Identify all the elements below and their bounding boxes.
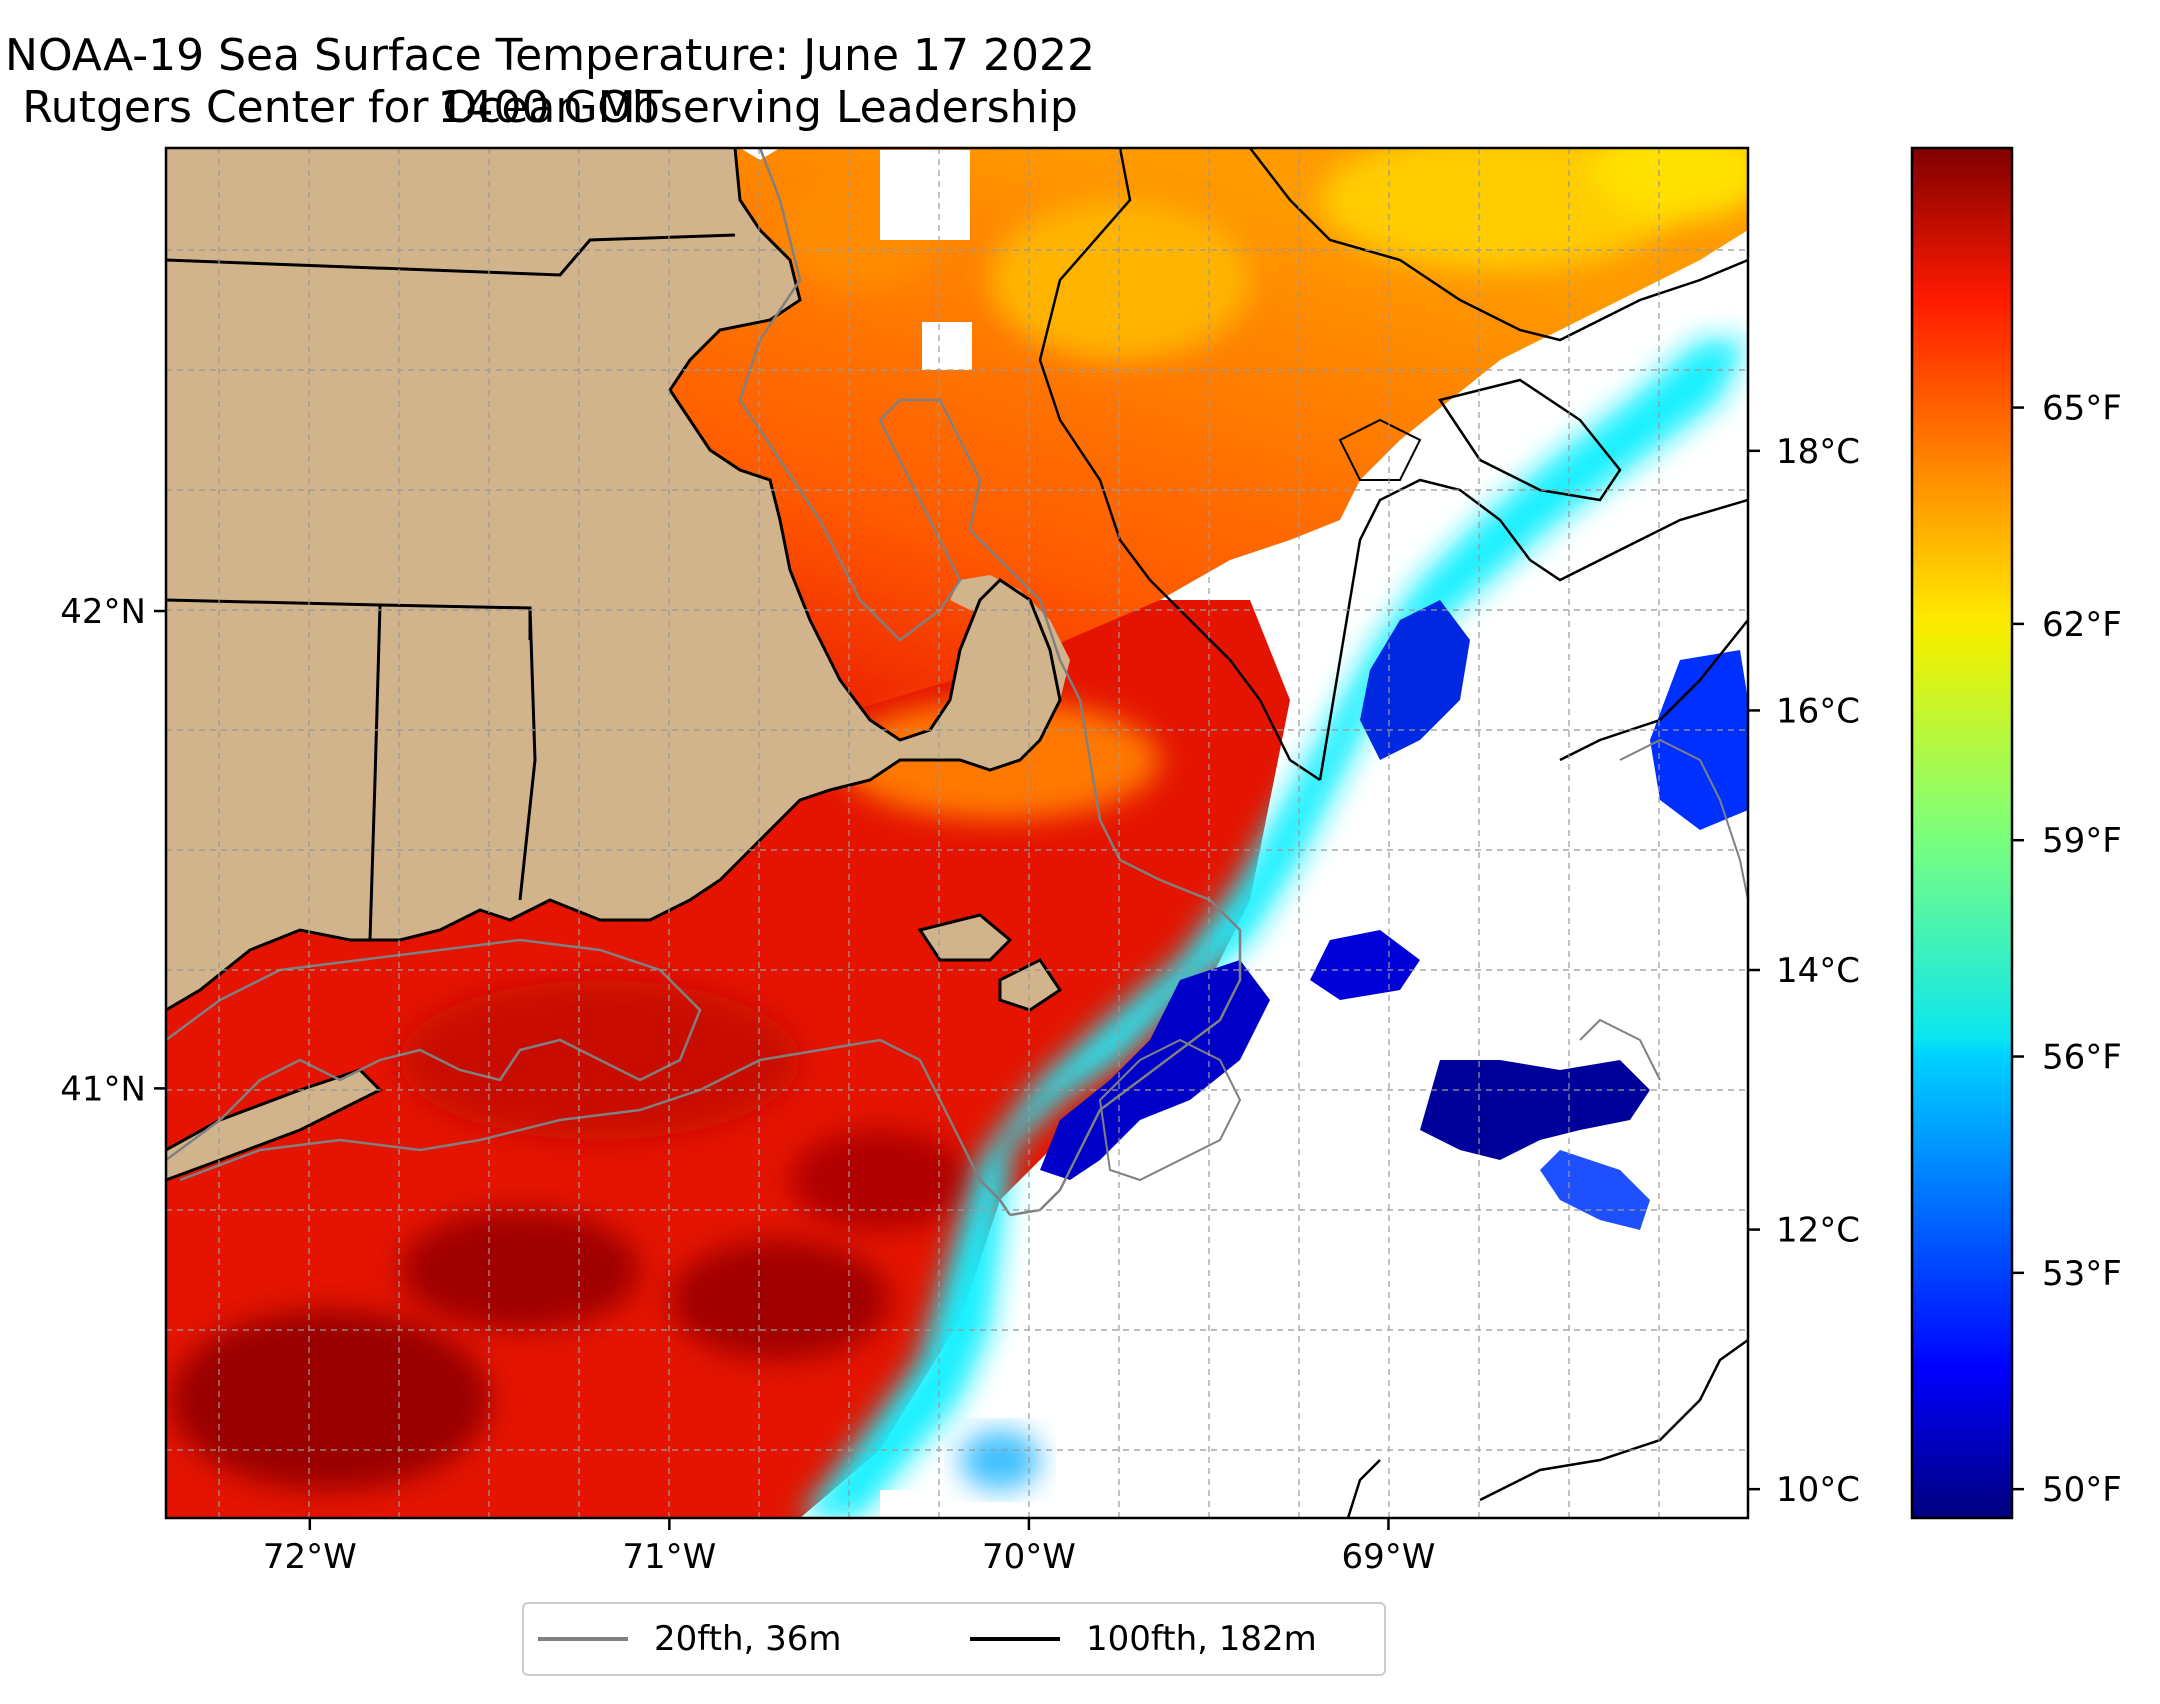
fahrenheit-tick-label: 56°F (2042, 1038, 2122, 1078)
legend-label-100fth: 100fth, 182m (1086, 1619, 1317, 1659)
legend-line-black (970, 1637, 1060, 1641)
map-subtitle: Rutgers Center for Ocean Observing Leade… (22, 82, 1078, 133)
lon-tick-label: 72°W (263, 1537, 357, 1577)
fahrenheit-tick-label: 65°F (2042, 389, 2122, 429)
celsius-tick-label: 12°C (1776, 1211, 1860, 1251)
lon-tick-label: 70°W (982, 1537, 1076, 1577)
legend-item-100fth: 100fth, 182m (970, 1604, 1317, 1674)
celsius-tick-label: 10°C (1776, 1470, 1860, 1510)
legend-label-20fth: 20fth, 36m (654, 1619, 842, 1659)
fahrenheit-tick-label: 50°F (2042, 1470, 2122, 1510)
celsius-tick-label: 18°C (1776, 432, 1860, 472)
celsius-tick-label: 16°C (1776, 691, 1860, 731)
fahrenheit-tick-label: 53°F (2042, 1254, 2122, 1294)
fahrenheit-tick-label: 59°F (2042, 821, 2122, 861)
lat-tick-label: 41°N (60, 1069, 146, 1109)
colorbar-ticks: 50°F 53°F 56°F 59°F 62°F 65°F 10°C 12°C 14°C 16°C… (1748, 389, 2122, 1510)
fahrenheit-tick-label: 62°F (2042, 605, 2122, 645)
lat-tick-label: 42°N (60, 592, 146, 632)
island-marthas-vineyard (920, 915, 1010, 960)
legend-item-20fth: 20fth, 36m (538, 1604, 842, 1674)
isobath-legend: 20fth, 36m 100fth, 182m (522, 1602, 1386, 1676)
land-mass (166, 148, 1060, 1010)
sst-field (166, 148, 1748, 1518)
map-title: NOAA-19 Sea Surface Temperature: June 17… (5, 30, 1095, 133)
legend-line-gray (538, 1637, 628, 1641)
colorbar (1910, 146, 2014, 1520)
celsius-tick-label: 14°C (1776, 951, 1860, 991)
plot-frame (164, 146, 1750, 1520)
map-axis-ticks: 72°W 71°W 70°W 69°W 42°N 41°N (60, 592, 1435, 1577)
lon-tick-label: 69°W (1342, 1537, 1436, 1577)
lon-tick-label: 71°W (622, 1537, 716, 1577)
